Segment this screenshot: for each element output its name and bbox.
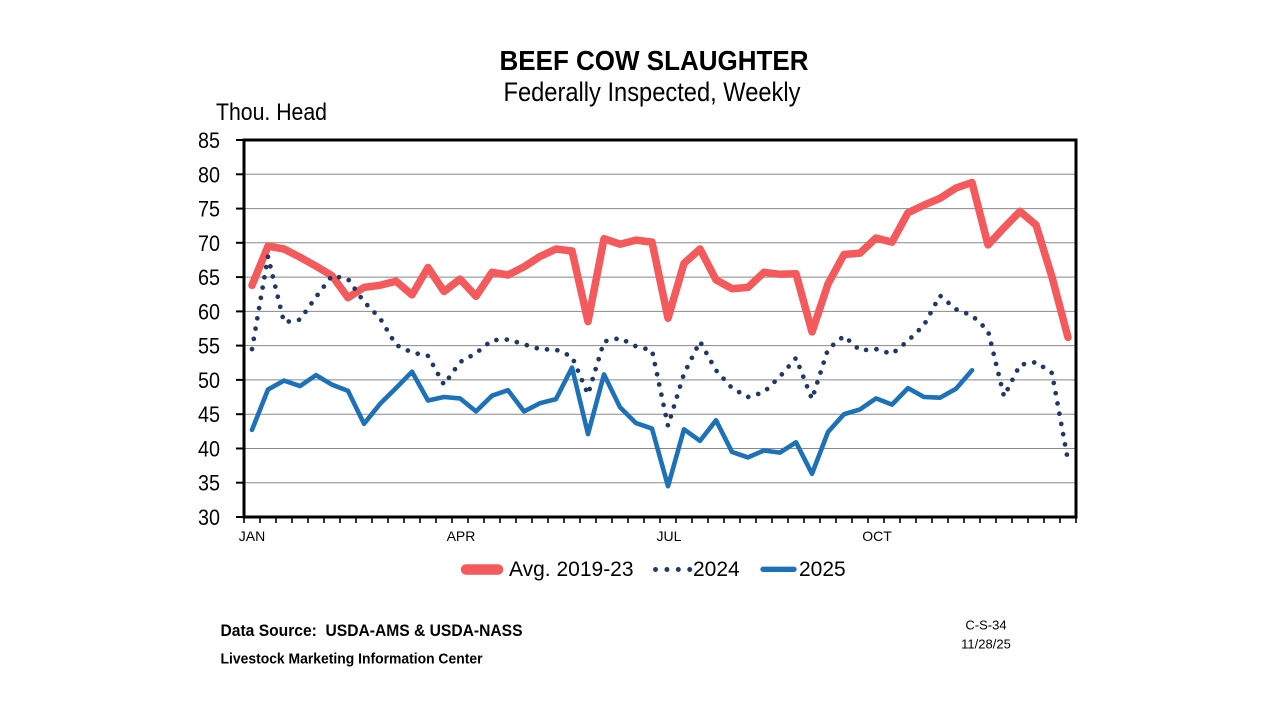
- svg-text:70: 70: [198, 231, 220, 256]
- svg-text:JUL: JUL: [657, 528, 682, 544]
- svg-text:C-S-34: C-S-34: [965, 618, 1006, 633]
- svg-text:60: 60: [198, 299, 220, 324]
- svg-text:2024: 2024: [693, 558, 740, 581]
- svg-text:85: 85: [198, 128, 220, 153]
- svg-text:Thou. Head: Thou. Head: [216, 99, 327, 126]
- svg-text:Data Source: USDA-AMS & USDA-: Data Source: USDA-AMS & USDA-NASS: [221, 621, 523, 640]
- svg-text:50: 50: [198, 368, 220, 393]
- svg-text:11/28/25: 11/28/25: [961, 637, 1011, 652]
- svg-text:40: 40: [198, 437, 220, 462]
- svg-text:45: 45: [198, 402, 220, 427]
- svg-text:80: 80: [198, 162, 220, 187]
- svg-text:65: 65: [198, 265, 220, 290]
- svg-text:Livestock Marketing Informatio: Livestock Marketing Information Center: [221, 651, 483, 668]
- svg-text:55: 55: [198, 334, 220, 359]
- svg-text:2025: 2025: [799, 558, 846, 581]
- svg-text:APR: APR: [447, 528, 476, 544]
- svg-text:35: 35: [198, 471, 220, 496]
- svg-text:OCT: OCT: [862, 528, 892, 544]
- svg-text:Federally Inspected, Weekly: Federally Inspected, Weekly: [504, 77, 801, 107]
- svg-text:BEEF COW SLAUGHTER: BEEF COW SLAUGHTER: [500, 45, 809, 76]
- svg-text:Avg. 2019-23: Avg. 2019-23: [509, 558, 634, 581]
- svg-text:75: 75: [198, 197, 220, 222]
- svg-text:30: 30: [198, 505, 220, 530]
- svg-text:JAN: JAN: [239, 528, 265, 544]
